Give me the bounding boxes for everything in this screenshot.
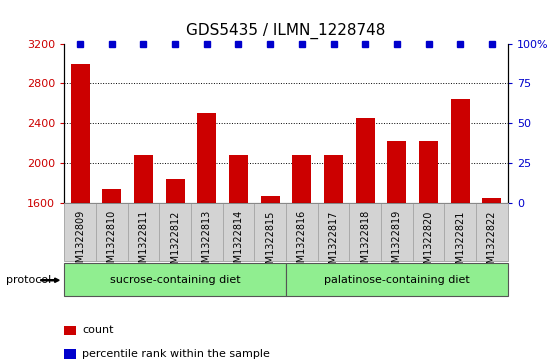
Bar (198, 113, 217, 203)
Bar (229, 155, 248, 203)
Bar (64, 203, 96, 261)
Text: GSM1322817: GSM1322817 (329, 210, 339, 276)
Text: GSM1322819: GSM1322819 (392, 210, 402, 276)
Text: count: count (82, 325, 113, 335)
Text: GSM1322821: GSM1322821 (455, 210, 465, 276)
Bar (292, 155, 311, 203)
Text: GSM1322816: GSM1322816 (297, 210, 307, 276)
Text: GSM1322814: GSM1322814 (233, 210, 243, 276)
Bar (166, 179, 185, 203)
Bar (254, 203, 286, 261)
Text: protocol: protocol (6, 275, 51, 285)
Bar (191, 203, 223, 261)
Bar (381, 203, 413, 261)
Bar (134, 155, 153, 203)
Bar (70, 64, 89, 203)
Text: palatinose-containing diet: palatinose-containing diet (324, 274, 470, 285)
Text: GSM1322812: GSM1322812 (170, 210, 180, 276)
Bar (451, 99, 470, 203)
Text: GSM1322818: GSM1322818 (360, 210, 370, 276)
Bar (355, 118, 375, 203)
Bar (96, 203, 128, 261)
Bar (261, 196, 280, 203)
Bar (476, 203, 508, 261)
Bar (128, 203, 159, 261)
Bar (318, 203, 349, 261)
Bar (387, 141, 406, 203)
Text: GSM1322809: GSM1322809 (75, 210, 85, 276)
Text: GSM1322811: GSM1322811 (138, 210, 148, 276)
Text: GSM1322820: GSM1322820 (424, 210, 434, 276)
Text: GSM1322822: GSM1322822 (487, 210, 497, 276)
Title: GDS5435 / ILMN_1228748: GDS5435 / ILMN_1228748 (186, 23, 386, 40)
Bar (159, 203, 191, 261)
Bar (223, 203, 254, 261)
Bar (413, 203, 444, 261)
Text: GSM1322815: GSM1322815 (265, 210, 275, 276)
Bar (64, 263, 286, 296)
Text: GSM1322813: GSM1322813 (202, 210, 211, 276)
Bar (483, 198, 502, 203)
Bar (286, 263, 508, 296)
Text: GSM1322810: GSM1322810 (107, 210, 117, 276)
Text: sucrose-containing diet: sucrose-containing diet (110, 274, 240, 285)
Bar (444, 203, 476, 261)
Bar (324, 155, 343, 203)
Bar (286, 203, 318, 261)
Text: percentile rank within the sample: percentile rank within the sample (82, 349, 270, 359)
Bar (102, 189, 121, 203)
Bar (349, 203, 381, 261)
Bar (419, 141, 438, 203)
